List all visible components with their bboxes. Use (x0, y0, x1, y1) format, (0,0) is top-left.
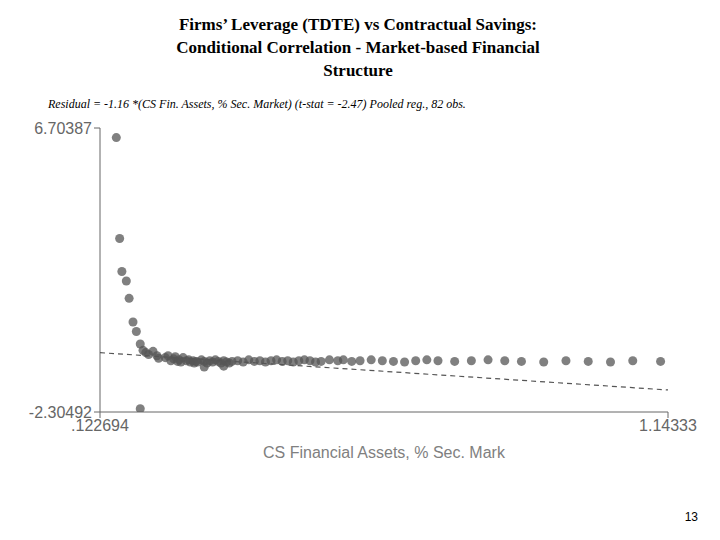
svg-text:.122694: .122694 (71, 417, 129, 435)
html-text:13: 13 (684, 510, 698, 524)
html-text:Firms’ Leverage (TDTE) vs Cont: Firms’ Leverage (TDTE) vs Contractual Sa… (176, 15, 540, 80)
html-text:Residual = -1.16 *(CS Fin. Ass: Residual = -1.16 *(CS Fin. Assets, % Sec… (48, 96, 466, 111)
svg-text:1.14333: 1.14333 (639, 417, 697, 434)
svg-text:-2.30492: -2.30492 (29, 403, 92, 420)
svg-text:6.70387: 6.70387 (34, 119, 92, 136)
svg-text:CS Financial Assets, % Sec. Ma: CS Financial Assets, % Sec. Mark (263, 444, 506, 461)
